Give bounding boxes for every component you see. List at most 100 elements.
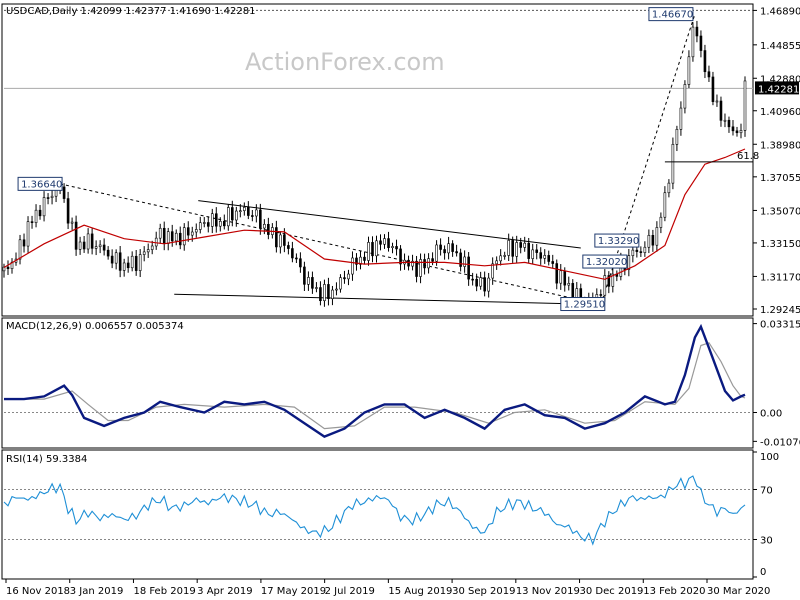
candle [435,240,438,266]
candle [463,250,466,273]
candle [331,285,334,306]
candle [114,249,118,270]
candle [214,207,218,233]
candle [295,253,298,263]
candle [66,191,70,230]
svg-text:1.36640: 1.36640 [21,179,62,190]
candle [38,205,42,220]
candle [251,210,254,222]
x-tick-label: 2 Jul 2019 [325,586,375,597]
candle [26,216,30,253]
candle [499,249,502,266]
candle [695,20,699,43]
candle [82,235,86,253]
candle [423,253,426,275]
x-tick-label: 3 Jan 2019 [70,586,124,597]
candle [515,235,518,264]
candle [607,271,611,294]
candle [447,236,450,260]
candle [555,259,559,290]
candle [431,252,434,266]
candle [235,206,238,227]
svg-text:1.46670: 1.46670 [652,10,693,21]
candle [723,113,727,128]
candle [206,216,210,233]
candle [259,203,262,235]
candle [275,220,278,253]
candle [231,200,234,227]
candle [631,245,635,263]
candle [6,260,10,275]
price-guides [4,9,753,89]
candle [194,223,198,238]
candle [46,193,50,205]
x-tick-label: 30 Sep 2019 [452,586,515,597]
x-tick-label: 16 Nov 2018 [6,586,70,597]
candle [255,204,258,223]
candle [315,282,318,293]
candle [42,191,46,222]
macd-tick-label: -0.010769 [760,437,800,448]
price-annotation: 1.36640 [17,176,63,191]
candle [118,245,122,278]
candle [319,281,322,306]
candle [218,217,222,232]
candle [667,179,671,198]
rsi-tick-label: 0 [760,567,766,578]
x-tick-label: 13 Nov 2019 [516,586,580,597]
candle [202,217,206,228]
price-series [2,13,747,311]
candle [30,215,34,229]
candle [627,249,631,277]
candle [407,255,410,271]
watermark: ActionForex.com [245,48,445,76]
candle [539,247,543,265]
candle [467,252,470,286]
candle [531,243,535,265]
x-tick-label: 17 May 2019 [261,586,326,597]
candle [715,94,719,107]
candle [363,251,366,265]
rsi-panel-title: RSI(14) 59.3384 [6,454,87,465]
x-tick-label: 3 Apr 2019 [197,586,252,597]
candle [291,241,294,263]
rsi-panel-frame [1,449,754,580]
svg-text:1.32020: 1.32020 [586,257,627,268]
candle [487,272,490,298]
candle [611,267,615,293]
candle [299,252,302,273]
macd-tick-label: 0.00 [760,408,782,419]
candle [367,236,370,266]
x-tick-label: 15 Aug 2019 [388,586,452,597]
candle [182,223,186,251]
x-tick-label: 30 Dec 2019 [580,586,644,597]
candle [479,271,482,290]
candle [647,229,651,254]
candle [535,244,539,260]
macd-panel-frame [1,317,754,449]
candle [210,208,214,234]
candle [327,277,330,306]
candle [659,212,663,234]
candle [703,44,707,79]
candle [391,242,394,254]
candle [279,231,282,254]
candle [379,234,382,251]
candle [415,255,418,283]
candle [711,71,715,106]
candle [743,76,747,137]
candle [351,251,354,281]
candle [247,201,250,220]
candle [146,243,150,258]
candle [523,236,527,252]
candle [507,233,510,262]
candle [567,276,571,291]
candle [511,236,514,263]
candle [98,240,102,254]
candle [395,239,398,256]
current-price-box [755,81,799,95]
candle [475,273,478,292]
candle [455,244,458,257]
candle [731,120,735,136]
candle [527,237,531,263]
